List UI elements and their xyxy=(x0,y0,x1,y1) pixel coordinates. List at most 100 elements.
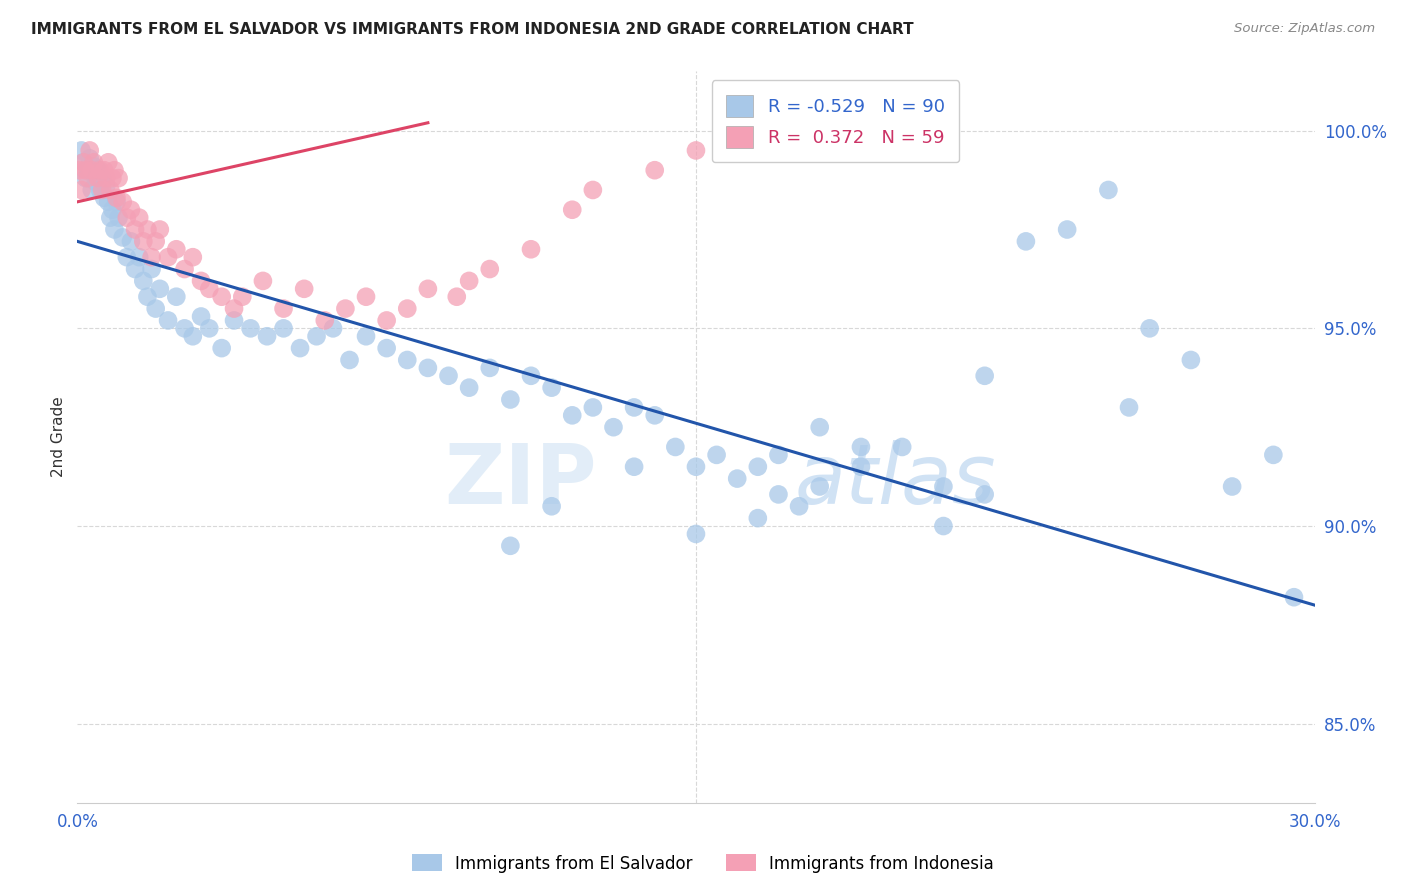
Point xyxy=(165,290,187,304)
Point xyxy=(396,301,419,316)
Point xyxy=(273,301,295,316)
Legend: R = -0.529   N = 90, R =  0.372   N = 59: R = -0.529 N = 90, R = 0.372 N = 59 xyxy=(711,80,959,162)
Point xyxy=(103,222,125,236)
Point xyxy=(211,341,233,355)
Point xyxy=(973,368,995,383)
Point xyxy=(120,202,142,217)
Point xyxy=(354,329,377,343)
Point xyxy=(446,290,468,304)
Point xyxy=(416,282,439,296)
Point xyxy=(89,183,111,197)
Point xyxy=(70,183,93,197)
Point xyxy=(80,183,103,197)
Point xyxy=(70,144,93,158)
Point xyxy=(173,262,195,277)
Point xyxy=(1097,183,1119,197)
Point xyxy=(98,183,121,197)
Point xyxy=(157,250,180,264)
Point xyxy=(499,539,522,553)
Point xyxy=(157,313,180,327)
Point xyxy=(354,290,377,304)
Point xyxy=(747,511,769,525)
Point xyxy=(173,321,195,335)
Point xyxy=(664,440,686,454)
Point xyxy=(111,230,134,244)
Point xyxy=(322,321,344,335)
Point xyxy=(222,313,245,327)
Point xyxy=(145,235,167,249)
Point xyxy=(458,274,481,288)
Point xyxy=(149,222,172,236)
Point xyxy=(932,479,955,493)
Point xyxy=(231,290,253,304)
Point xyxy=(120,235,142,249)
Point xyxy=(115,211,138,225)
Point xyxy=(181,329,204,343)
Point xyxy=(1139,321,1161,335)
Point xyxy=(305,329,328,343)
Point xyxy=(973,487,995,501)
Point xyxy=(198,282,221,296)
Y-axis label: 2nd Grade: 2nd Grade xyxy=(51,397,66,477)
Point xyxy=(288,341,311,355)
Point xyxy=(644,409,666,423)
Point xyxy=(808,479,831,493)
Point xyxy=(149,282,172,296)
Point xyxy=(107,171,129,186)
Point xyxy=(1220,479,1243,493)
Point xyxy=(79,144,101,158)
Point xyxy=(165,242,187,256)
Point xyxy=(97,155,120,169)
Point xyxy=(830,112,852,126)
Point xyxy=(602,420,624,434)
Point xyxy=(103,163,125,178)
Point xyxy=(222,301,245,316)
Point xyxy=(1056,222,1078,236)
Point xyxy=(375,313,398,327)
Point xyxy=(891,440,914,454)
Point xyxy=(252,274,274,288)
Point xyxy=(623,401,645,415)
Point xyxy=(932,519,955,533)
Point xyxy=(747,459,769,474)
Point xyxy=(141,262,163,277)
Point xyxy=(768,487,790,501)
Point xyxy=(339,353,361,368)
Point xyxy=(1118,401,1140,415)
Point xyxy=(91,183,114,197)
Point xyxy=(582,183,605,197)
Point xyxy=(128,250,150,264)
Point xyxy=(190,274,212,288)
Point xyxy=(96,171,118,186)
Point xyxy=(128,211,150,225)
Point xyxy=(314,313,336,327)
Point xyxy=(87,171,110,186)
Point xyxy=(849,459,872,474)
Point xyxy=(582,401,605,415)
Text: Source: ZipAtlas.com: Source: ZipAtlas.com xyxy=(1234,22,1375,36)
Legend: Immigrants from El Salvador, Immigrants from Indonesia: Immigrants from El Salvador, Immigrants … xyxy=(405,847,1001,880)
Point xyxy=(93,191,115,205)
Point xyxy=(1282,591,1305,605)
Point xyxy=(87,163,110,178)
Point xyxy=(124,222,146,236)
Point xyxy=(79,152,101,166)
Point xyxy=(141,250,163,264)
Point xyxy=(520,242,543,256)
Point xyxy=(83,155,105,169)
Point xyxy=(96,179,118,194)
Point xyxy=(124,262,146,277)
Text: IMMIGRANTS FROM EL SALVADOR VS IMMIGRANTS FROM INDONESIA 2ND GRADE CORRELATION C: IMMIGRANTS FROM EL SALVADOR VS IMMIGRANT… xyxy=(31,22,914,37)
Point xyxy=(136,290,159,304)
Point xyxy=(561,409,583,423)
Point xyxy=(132,235,155,249)
Point xyxy=(91,171,114,186)
Point xyxy=(101,202,124,217)
Point xyxy=(239,321,262,335)
Point xyxy=(478,360,501,375)
Point xyxy=(67,163,90,178)
Point xyxy=(76,171,98,186)
Point xyxy=(644,163,666,178)
Point xyxy=(181,250,204,264)
Point xyxy=(685,459,707,474)
